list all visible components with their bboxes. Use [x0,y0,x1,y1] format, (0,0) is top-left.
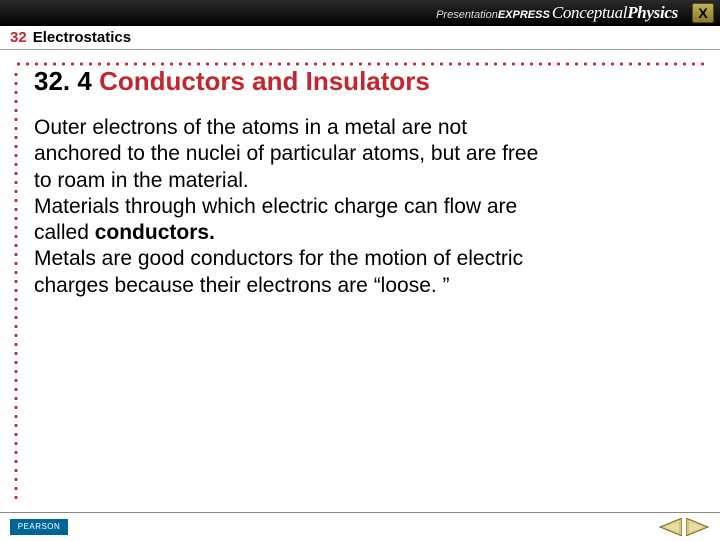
paragraph-3: Metals are good conductors for the motio… [34,246,554,299]
nav-arrows [658,518,710,536]
pe-suffix: EXPRESS [498,9,550,21]
next-button[interactable] [686,518,710,536]
close-button[interactable]: X [692,3,714,23]
publisher-label: PEARSON [18,522,61,531]
book-title: ConceptualPhysics [552,3,678,23]
brand-block: PresentationEXPRESS ConceptualPhysics [436,3,678,23]
arrow-right-icon [686,518,710,536]
slide-content: 32. 4 Conductors and Insulators Outer el… [0,50,720,512]
paragraph-2: Materials through which electric charge … [34,194,554,247]
paragraph-1: Outer electrons of the atoms in a metal … [34,115,554,194]
close-icon: X [698,5,707,21]
prev-button[interactable] [658,518,682,536]
chapter-title: Electrostatics [33,29,131,46]
book-prefix: Conceptual [552,3,627,22]
chapter-number: 32 [10,29,27,46]
body-text: Outer electrons of the atoms in a metal … [34,115,554,299]
arrow-left-icon [658,518,682,536]
presentation-express-label: PresentationEXPRESS [436,9,550,21]
section-heading: 32. 4 Conductors and Insulators [34,66,686,97]
app-top-bar: PresentationEXPRESS ConceptualPhysics X [0,0,720,26]
section-title: Conductors and Insulators [99,66,430,96]
publisher-logo: PEARSON [10,519,68,535]
section-number: 32. 4 [34,66,92,96]
p2-bold: conductors. [95,221,215,244]
chapter-bar: 32 Electrostatics [0,26,720,50]
pe-prefix: Presentation [436,9,498,21]
book-suffix: Physics [627,3,678,22]
footer-bar: PEARSON [0,512,720,540]
